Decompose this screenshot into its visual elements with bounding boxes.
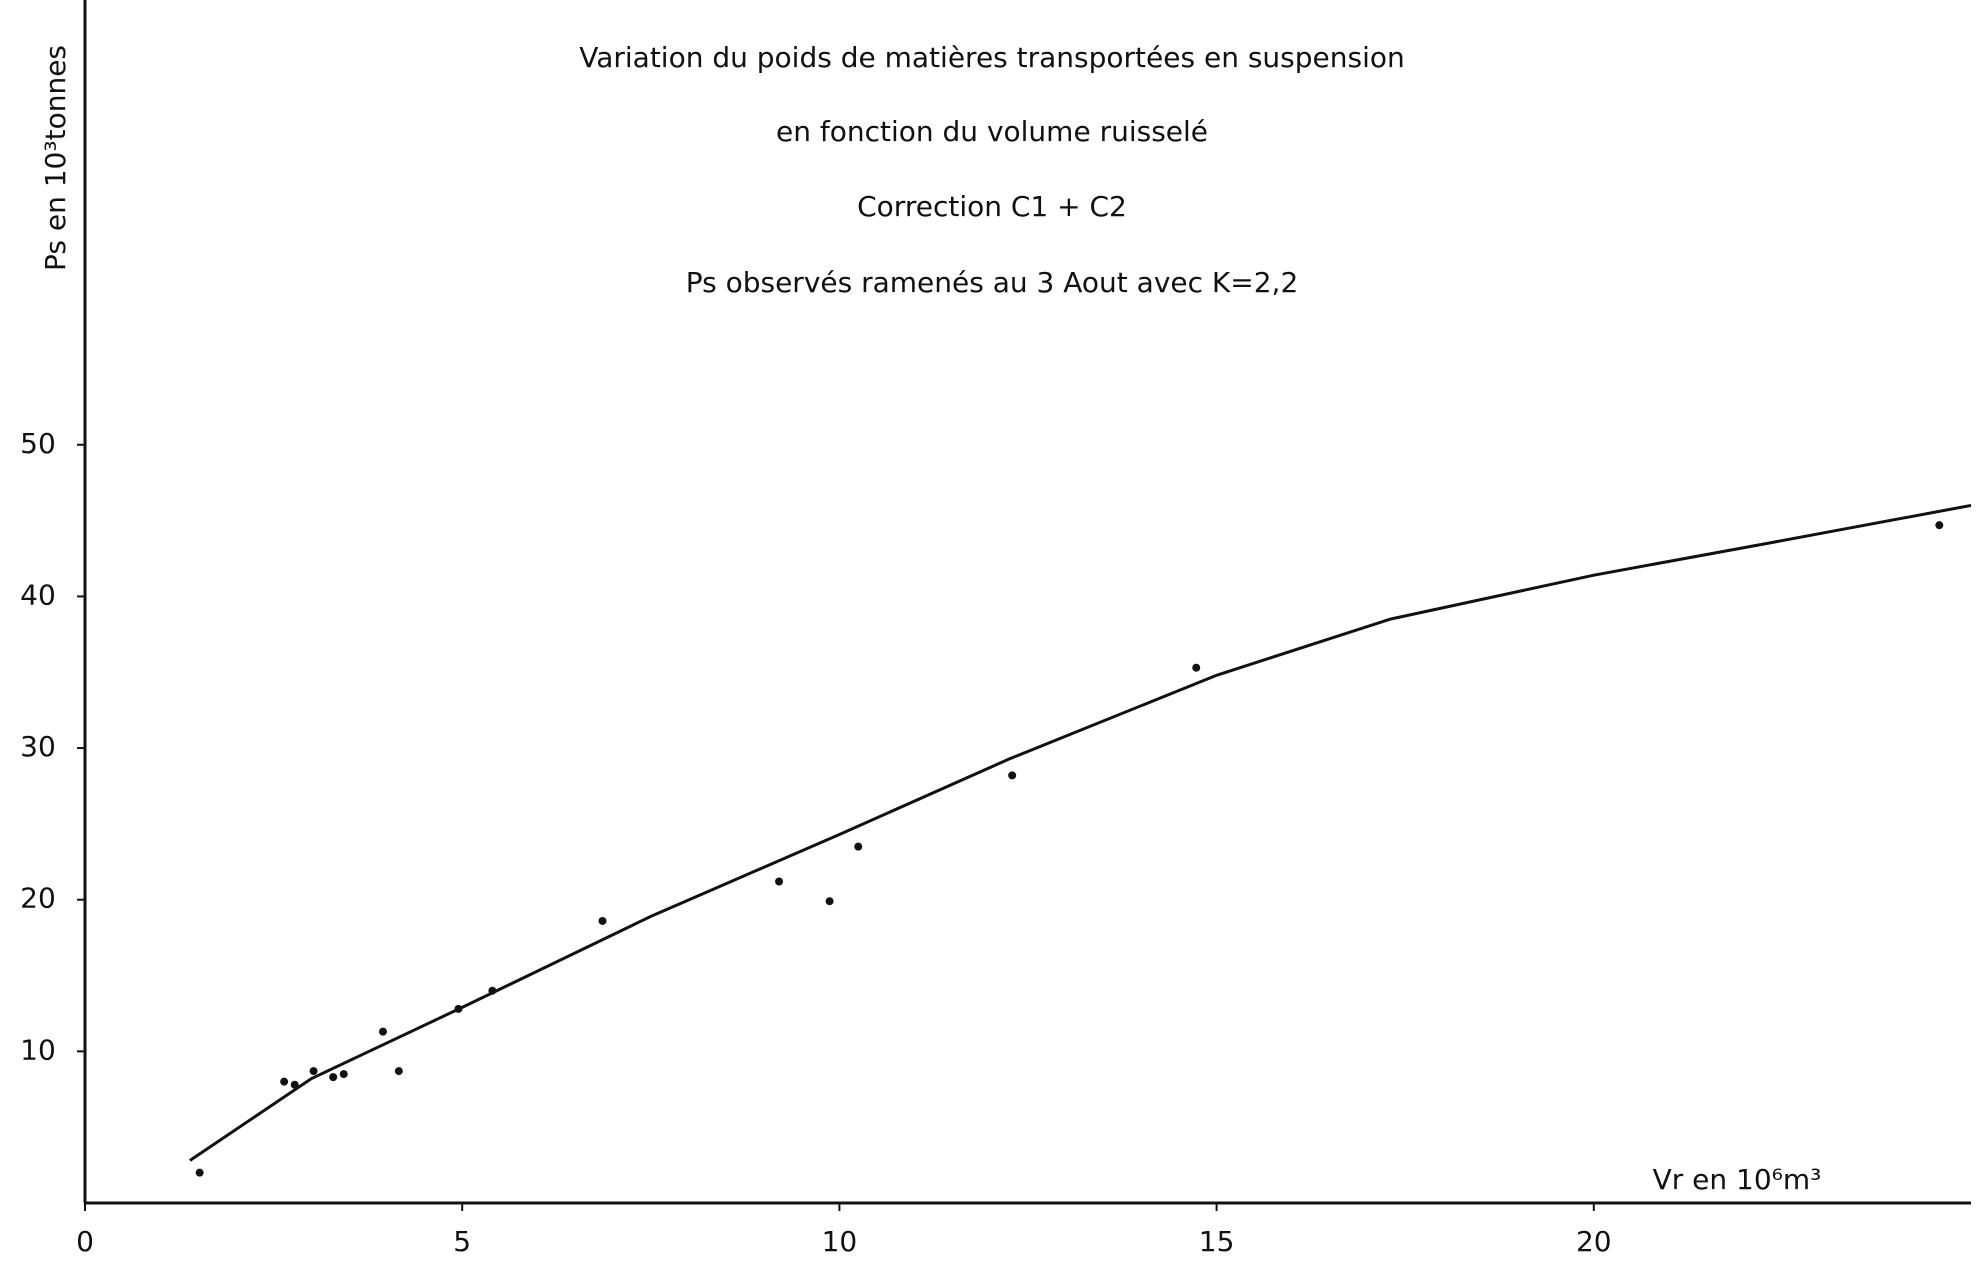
data-point: [339, 1070, 348, 1079]
x-tick-label: 15: [1199, 1225, 1235, 1258]
title-line: en fonction du volume ruisselé: [776, 115, 1208, 148]
data-point: [394, 1067, 403, 1076]
x-tick-label: 20: [1576, 1225, 1612, 1258]
data-point: [825, 897, 834, 906]
x-tick-label: 5: [453, 1225, 471, 1258]
data-point: [598, 916, 607, 925]
x-tick-label: 10: [822, 1225, 858, 1258]
x-tick-label: 0: [76, 1225, 94, 1258]
data-point: [309, 1067, 318, 1076]
data-point: [775, 877, 784, 886]
title-line: Variation du poids de matières transport…: [579, 41, 1405, 74]
data-point: [290, 1080, 299, 1089]
title-line: Correction C1 + C2: [857, 190, 1127, 223]
y-tick-label: 10: [20, 1033, 56, 1066]
data-point: [1008, 771, 1017, 780]
y-tick-label: 30: [20, 730, 56, 763]
fitted-curve: [189, 503, 1972, 1162]
data-point: [280, 1077, 289, 1086]
data-point: [454, 1004, 463, 1013]
title-line: Ps observés ramenés au 3 Aout avec K=2,2: [686, 266, 1299, 299]
x-axis-label: Vr en 10⁶m³: [1653, 1163, 1822, 1196]
y-tick-label: 40: [20, 578, 56, 611]
data-point: [854, 842, 863, 851]
data-point: [1935, 521, 1944, 530]
y-tick-label: 50: [20, 427, 56, 460]
data-point: [378, 1027, 387, 1036]
data-point: [1192, 663, 1201, 672]
y-tick-label: 20: [20, 882, 56, 915]
y-axis-label: Ps en 10³tonnes: [39, 45, 72, 271]
data-point: [329, 1073, 338, 1082]
data-point: [488, 986, 497, 995]
data-point: [195, 1168, 204, 1177]
